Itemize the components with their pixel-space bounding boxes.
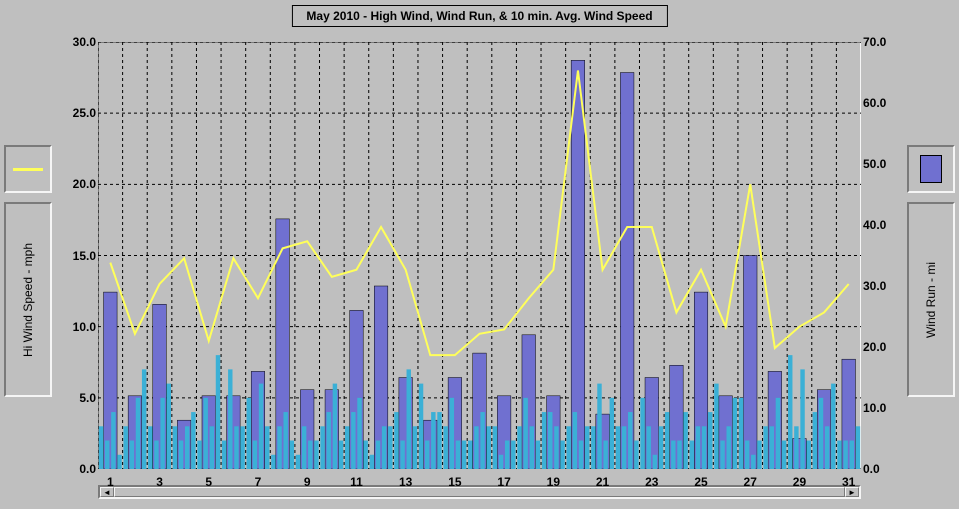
xtick: 13 [399, 475, 412, 489]
xtick: 15 [448, 475, 461, 489]
ytick-left: 0.0 [62, 462, 96, 476]
ytick-left: 30.0 [62, 35, 96, 49]
xtick: 1 [107, 475, 114, 489]
xtick: 21 [596, 475, 609, 489]
xtick: 5 [205, 475, 212, 489]
left-axis-label: Hi Wind Speed - mph [21, 242, 35, 356]
xtick: 3 [156, 475, 163, 489]
ytick-right: 70.0 [863, 35, 897, 49]
ytick-left: 5.0 [62, 391, 96, 405]
ytick-left: 15.0 [62, 249, 96, 263]
xtick: 9 [304, 475, 311, 489]
ytick-right: 20.0 [863, 340, 897, 354]
xtick: 7 [255, 475, 262, 489]
ytick-right: 50.0 [863, 157, 897, 171]
xtick: 19 [547, 475, 560, 489]
left-axis-label-panel: Hi Wind Speed - mph [4, 202, 52, 397]
ytick-right: 10.0 [863, 401, 897, 415]
legend-line-swatch-panel [4, 145, 52, 193]
scroll-thumb[interactable] [114, 487, 845, 497]
right-axis-label-panel: Wind Run - mi [907, 202, 955, 397]
xtick: 31 [842, 475, 855, 489]
xtick: 23 [645, 475, 658, 489]
right-axis-label: Wind Run - mi [924, 261, 938, 337]
ytick-left: 20.0 [62, 177, 96, 191]
ytick-right: 60.0 [863, 96, 897, 110]
xtick: 11 [350, 475, 363, 489]
chart-svg [98, 42, 861, 469]
chart-title: May 2010 - High Wind, Wind Run, & 10 min… [291, 5, 667, 27]
legend-bar-swatch [920, 155, 942, 183]
xtick: 29 [793, 475, 806, 489]
xtick: 17 [497, 475, 510, 489]
ytick-right: 0.0 [863, 462, 897, 476]
plot-area [98, 42, 861, 469]
ytick-right: 40.0 [863, 218, 897, 232]
ytick-right: 30.0 [863, 279, 897, 293]
plot-container: ◄ ► 0.05.010.015.020.025.030.00.010.020.… [58, 30, 901, 499]
ytick-left: 10.0 [62, 320, 96, 334]
legend-line-swatch [13, 168, 43, 171]
xtick: 27 [744, 475, 757, 489]
ytick-left: 25.0 [62, 106, 96, 120]
legend-bar-swatch-panel [907, 145, 955, 193]
xtick: 25 [694, 475, 707, 489]
